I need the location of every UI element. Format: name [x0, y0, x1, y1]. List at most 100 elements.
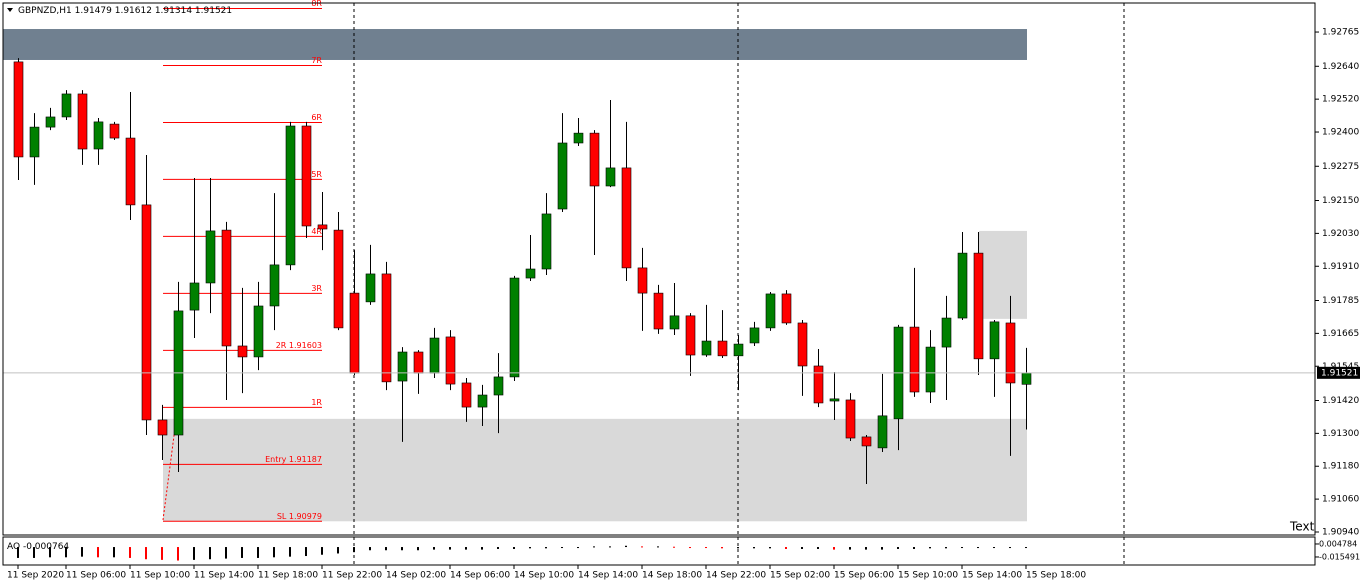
- candle-body: [269, 264, 280, 307]
- candle-body: [189, 282, 200, 311]
- level-label: Entry 1.91187: [265, 455, 322, 464]
- candle-body: [909, 326, 920, 393]
- ao-bar: [225, 547, 227, 559]
- ao-bar: [1025, 547, 1027, 549]
- candle-body: [621, 167, 632, 269]
- y-tick-label: 1.91910: [1322, 262, 1359, 272]
- x-tick-label: 14 Sep 18:00: [642, 571, 702, 581]
- ao-bar: [97, 547, 99, 558]
- ao-bar: [369, 547, 371, 551]
- candle-body: [541, 213, 552, 270]
- y-tick-label: 1.91785: [1322, 296, 1359, 306]
- candle-body: [317, 224, 328, 230]
- ao-indicator: 0.004784 -0.015491: [17, 539, 1360, 561]
- level-label: 6R: [311, 113, 322, 122]
- candle-body: [829, 398, 840, 402]
- x-tick-label: 14 Sep 14:00: [578, 571, 638, 581]
- ao-value: -0.000764: [23, 542, 69, 552]
- ao-bar: [193, 547, 195, 560]
- menu-arrow[interactable]: [7, 8, 13, 12]
- ao-bar: [657, 546, 659, 548]
- candle-body: [237, 345, 248, 358]
- y-tick-label: 1.91420: [1322, 396, 1359, 406]
- ao-bar: [17, 547, 19, 558]
- low: 1.91314: [155, 6, 192, 16]
- ao-bar: [849, 547, 851, 550]
- candle-body: [845, 399, 856, 439]
- candle-body: [333, 229, 344, 329]
- ao-bar: [961, 547, 963, 549]
- y-tick-label: 1.92150: [1322, 196, 1359, 206]
- ao-bar: [113, 547, 115, 558]
- candle-body: [221, 229, 232, 347]
- x-tick-label: 11 Sep 22:00: [322, 571, 382, 581]
- ao-bar: [673, 546, 675, 548]
- candle-body: [381, 273, 392, 383]
- x-tick-label: 14 Sep 22:00: [706, 571, 766, 581]
- chart-header: GBPNZD,H1 1.91479 1.91612 1.91314 1.9152…: [18, 6, 232, 16]
- x-tick-label: 14 Sep 10:00: [514, 571, 574, 581]
- y-tick-label: 1.92765: [1322, 28, 1359, 38]
- level-label: 4R: [311, 227, 322, 236]
- ao-bar: [609, 546, 611, 548]
- x-tick-label: 11 Sep 06:00: [66, 571, 126, 581]
- candle-body: [861, 436, 872, 447]
- ao-bar: [593, 546, 595, 548]
- ao-bar: [465, 547, 467, 550]
- ao-bar: [513, 547, 515, 549]
- candle-body: [445, 336, 456, 385]
- candle-body: [749, 327, 760, 344]
- ao-bar: [273, 547, 275, 558]
- ao-bar: [257, 547, 259, 558]
- x-tick-label: 15 Sep 10:00: [898, 571, 958, 581]
- ao-bar: [401, 547, 403, 551]
- candle-body: [717, 340, 728, 357]
- ao-bar: [929, 547, 931, 549]
- candle-body: [285, 125, 296, 266]
- ao-bar: [977, 547, 979, 549]
- candle-body: [157, 419, 168, 436]
- ao-bar: [689, 547, 691, 549]
- ao-bar: [321, 547, 323, 555]
- candle-body: [813, 365, 824, 404]
- ao-bar: [529, 547, 531, 549]
- candle-body: [605, 167, 616, 187]
- symbol: GBPNZD,H1: [18, 6, 72, 16]
- ao-bar: [913, 547, 915, 549]
- candle-body: [765, 293, 776, 329]
- indicator-frame: [2, 536, 1316, 566]
- candle-body: [685, 315, 696, 356]
- candle-body: [973, 252, 984, 360]
- x-tick-label: 15 Sep 02:00: [770, 571, 830, 581]
- text-annotation: Text: [1289, 520, 1315, 534]
- candle-body: [637, 267, 648, 294]
- ao-bar: [385, 547, 387, 551]
- candle-body: [253, 305, 264, 358]
- ao-bar: [209, 547, 211, 560]
- candle-body: [141, 204, 152, 421]
- price-zone: [979, 230, 1027, 319]
- candle-body: [941, 317, 952, 348]
- level-label: 5R: [311, 170, 322, 179]
- ao-bar: [81, 547, 83, 557]
- x-tick-label: 11 Sep 18:00: [258, 571, 318, 581]
- candle-body: [461, 382, 472, 408]
- price-axis: 1.92765 1.92640 1.92520 1.92400 1.92275 1.921…: [3, 28, 1360, 537]
- ao-label: AO: [7, 542, 20, 552]
- candle-body: [989, 321, 1000, 360]
- candle-body: [477, 394, 488, 408]
- level-label: 2R 1.91603: [276, 341, 322, 350]
- ao-bar: [289, 547, 291, 557]
- y-tick-label: 1.90940: [1322, 527, 1359, 537]
- ao-bar: [161, 547, 163, 560]
- candle-body: [77, 93, 88, 150]
- ao-bar: [33, 547, 35, 558]
- x-tick-label: 11 Sep 2020: [7, 571, 64, 581]
- ao-bar: [705, 547, 707, 549]
- x-tick-label: 14 Sep 02:00: [386, 571, 446, 581]
- candle-body: [701, 340, 712, 356]
- candle-body: [525, 268, 536, 279]
- ao-tick-label: 0.004784: [1319, 539, 1357, 548]
- candle-body: [413, 351, 424, 374]
